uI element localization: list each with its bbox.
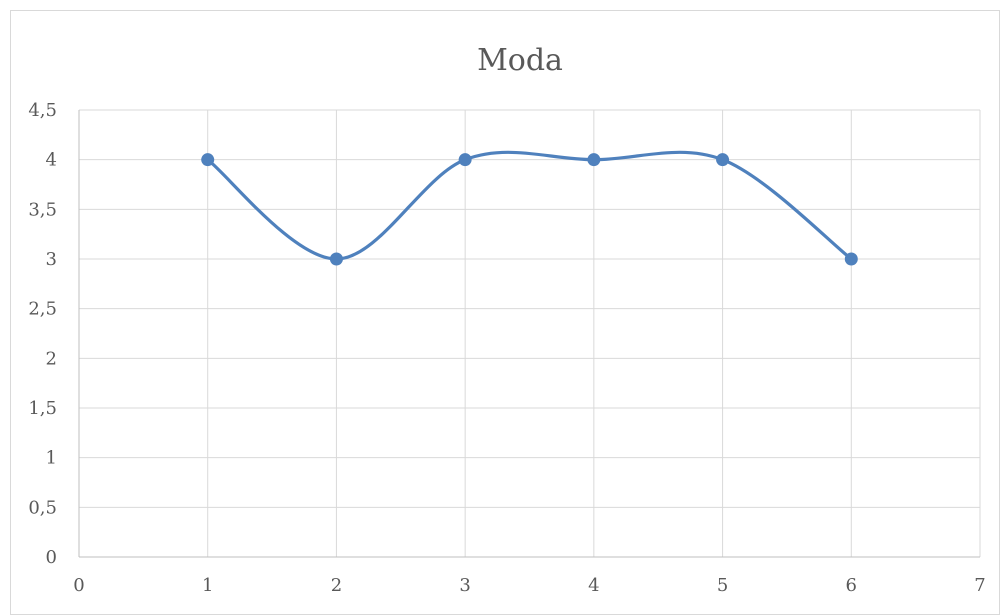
series-line [206, 150, 853, 261]
y-tick-label: 4,5 [28, 100, 57, 121]
data-point [716, 153, 730, 167]
grid-layer [79, 109, 981, 557]
x-tick-label: 4 [588, 575, 599, 596]
x-tick-label: 5 [717, 575, 728, 596]
x-tick-label: 6 [846, 575, 857, 596]
data-point [844, 252, 858, 266]
x-tick-label: 2 [331, 575, 342, 596]
data-point [587, 153, 601, 167]
y-tick-label: 1 [46, 448, 57, 469]
y-tick-label: 0 [46, 547, 57, 568]
chart-frame [10, 10, 1000, 615]
y-tick-label: 3 [46, 249, 57, 270]
data-point [201, 153, 215, 167]
axis-layer [78, 110, 980, 558]
y-tick-label: 2,5 [28, 299, 57, 320]
x-tick-label: 0 [73, 575, 84, 596]
y-tick-label: 1,5 [28, 398, 57, 419]
data-point [458, 153, 472, 167]
y-tick-label: 3,5 [28, 199, 57, 220]
x-tick-label: 1 [202, 575, 213, 596]
chart-title: Moda [477, 43, 563, 78]
x-tick-label: 7 [974, 575, 985, 596]
y-tick-label: 2 [46, 348, 57, 369]
x-tick-label: 3 [459, 575, 470, 596]
y-tick-label: 0,5 [28, 497, 57, 518]
tick-layer: 0 0,5 1 1,5 2 2,5 3 3,5 4 4,5 0 1 2 3 4 5 6 7 [28, 100, 985, 596]
data-point [329, 252, 343, 266]
series-layer [201, 150, 858, 266]
y-tick-label: 4 [46, 150, 57, 171]
